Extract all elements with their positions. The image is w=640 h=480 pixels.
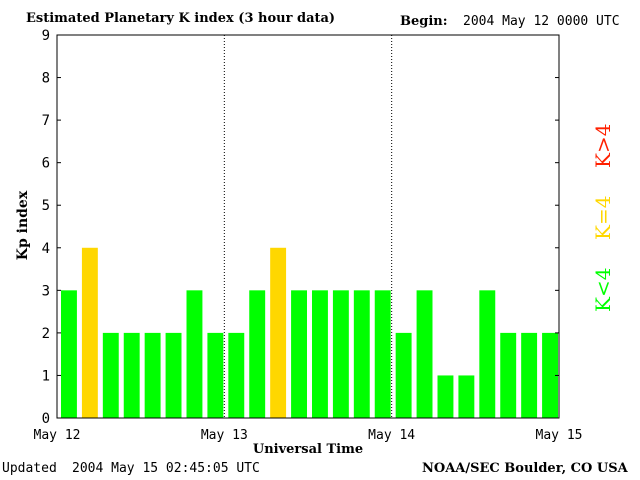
legend-above: K>4 — [591, 123, 615, 168]
kp-bar — [249, 290, 266, 418]
chart-title: Estimated Planetary K index (3 hour data… — [26, 11, 336, 26]
x-tick-label: May 12 — [34, 428, 81, 443]
updated-label: Updated — [2, 461, 57, 476]
kp-bar — [500, 332, 517, 418]
y-tick-label: 3 — [42, 283, 50, 299]
kp-bar — [374, 290, 391, 418]
kp-bar — [437, 375, 454, 418]
y-tick-label: 1 — [42, 368, 50, 384]
y-tick-label: 2 — [42, 326, 50, 342]
x-tick-label: May 13 — [201, 428, 248, 443]
kp-bar — [102, 332, 119, 418]
y-tick-label: 7 — [42, 113, 50, 129]
kp-bar — [144, 332, 161, 418]
y-axis-label: Kp index — [15, 190, 31, 260]
begin-label: Begin: — [400, 14, 448, 29]
kp-bar — [81, 247, 98, 418]
y-tick-label: 0 — [42, 411, 50, 427]
source-credit: NOAA/SEC Boulder, CO USA — [422, 461, 628, 476]
kp-bar — [228, 332, 245, 418]
legend-equal: K=4 — [591, 195, 615, 240]
kp-bar — [542, 332, 558, 418]
kp-bar — [312, 290, 328, 418]
y-tick-label: 4 — [42, 241, 50, 257]
begin-value: 2004 May 12 0000 UTC — [463, 14, 620, 29]
x-tick-label: May 15 — [536, 428, 583, 443]
y-tick-label: 5 — [42, 198, 50, 214]
kp-bar — [123, 332, 140, 418]
kp-bar — [521, 332, 538, 418]
kp-bar — [479, 290, 496, 418]
kp-bar — [270, 247, 287, 418]
kp-bar — [61, 290, 77, 418]
kp-bar — [416, 290, 433, 418]
kp-bar — [395, 332, 412, 418]
kp-bar — [165, 332, 182, 418]
y-tick-label: 8 — [42, 71, 50, 87]
plot-frame — [56, 34, 560, 419]
kp-bar — [332, 290, 349, 418]
kp-bar — [291, 290, 307, 418]
x-axis-label: Universal Time — [253, 442, 363, 457]
y-tick-label: 6 — [42, 156, 50, 172]
x-tick-label: May 14 — [368, 428, 415, 443]
kp-bar — [353, 290, 370, 418]
kp-bar — [186, 290, 203, 418]
kp-bar — [458, 375, 475, 418]
updated-value: 2004 May 15 02:45:05 UTC — [72, 461, 260, 476]
legend-below: K<4 — [591, 267, 615, 312]
y-tick-label: 9 — [42, 28, 50, 44]
kp-bar — [207, 332, 224, 418]
